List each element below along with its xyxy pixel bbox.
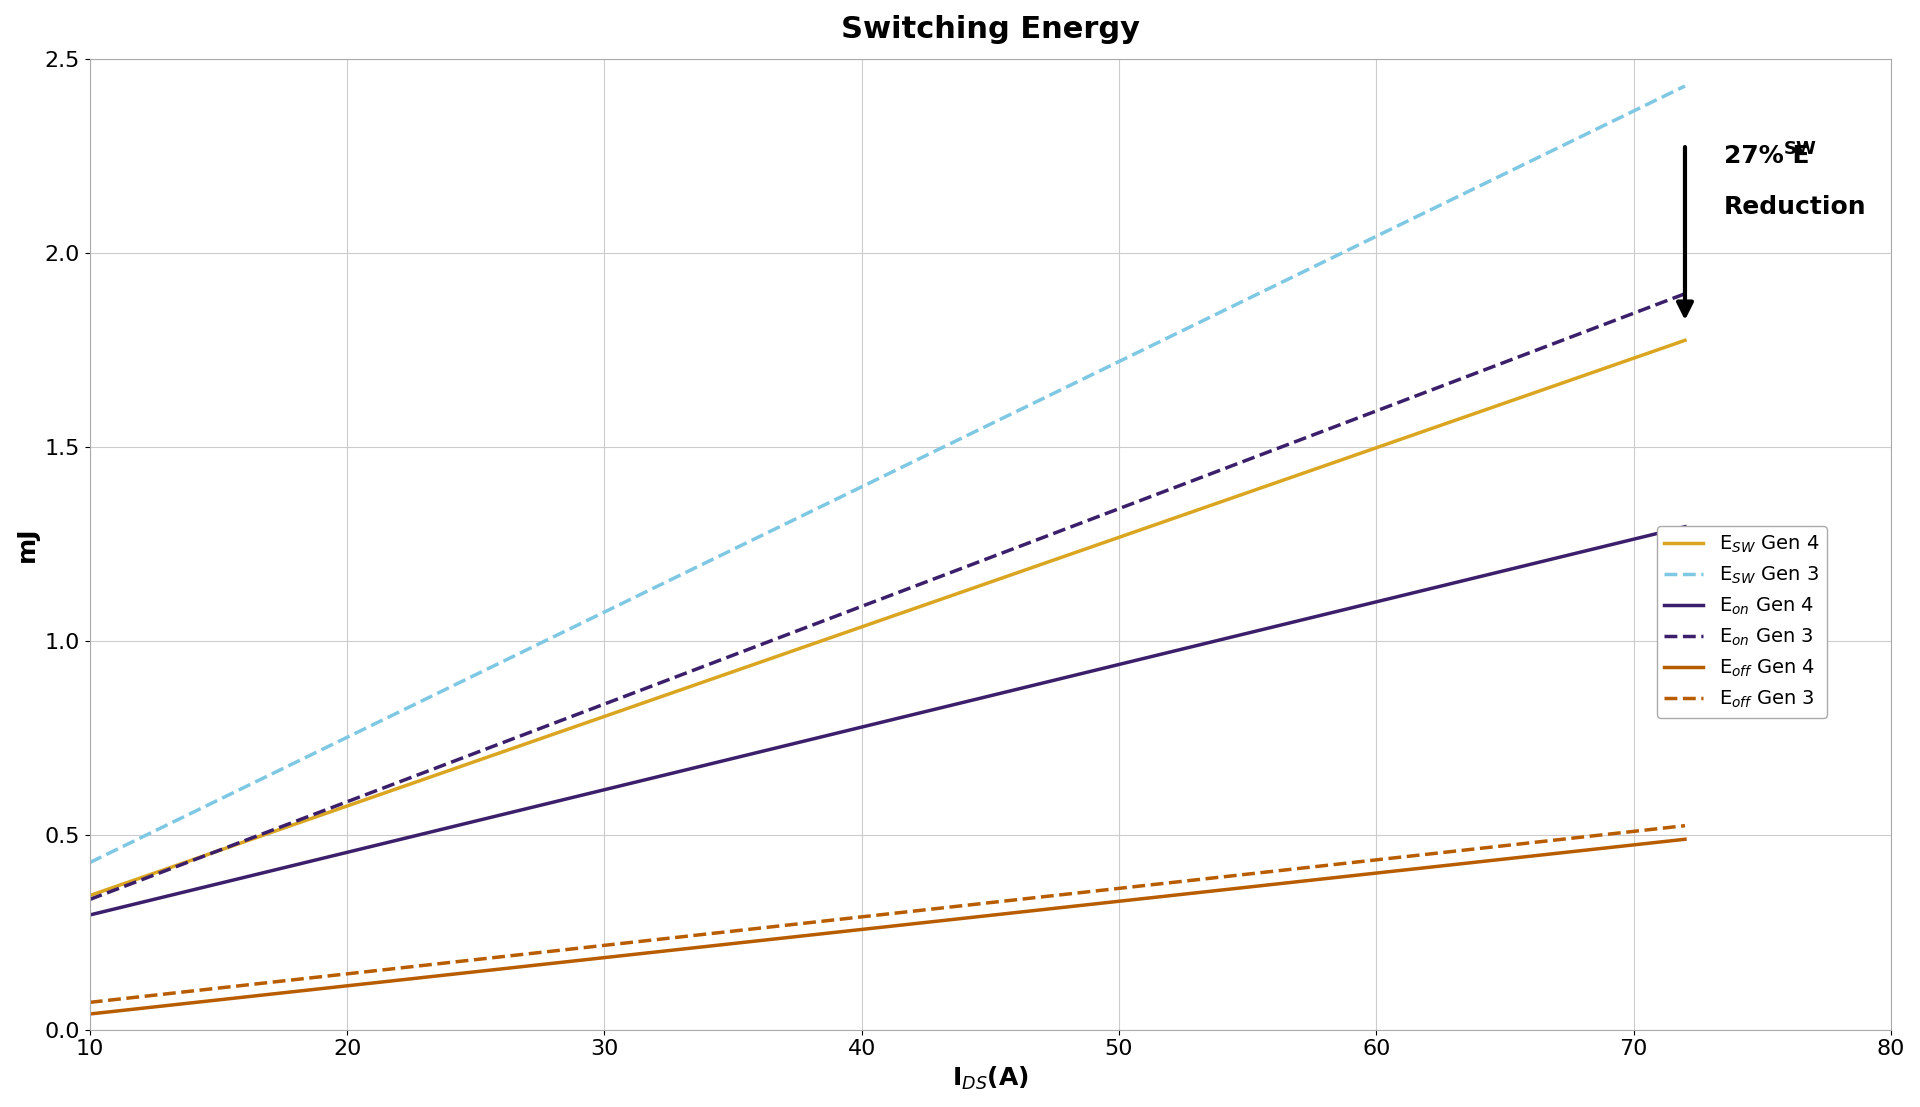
Text: Reduction: Reduction (1724, 195, 1866, 219)
Title: Switching Energy: Switching Energy (841, 15, 1140, 44)
Text: 27% E: 27% E (1724, 144, 1809, 168)
Y-axis label: mJ: mJ (15, 527, 38, 562)
X-axis label: I$_{DS}$(A): I$_{DS}$(A) (952, 1065, 1029, 1092)
Text: SW: SW (1784, 141, 1816, 158)
Legend: E$_{SW}$ Gen 4, E$_{SW}$ Gen 3, E$_{on}$ Gen 4, E$_{on}$ Gen 3, E$_{off}$ Gen 4,: E$_{SW}$ Gen 4, E$_{SW}$ Gen 3, E$_{on}$… (1657, 526, 1828, 717)
